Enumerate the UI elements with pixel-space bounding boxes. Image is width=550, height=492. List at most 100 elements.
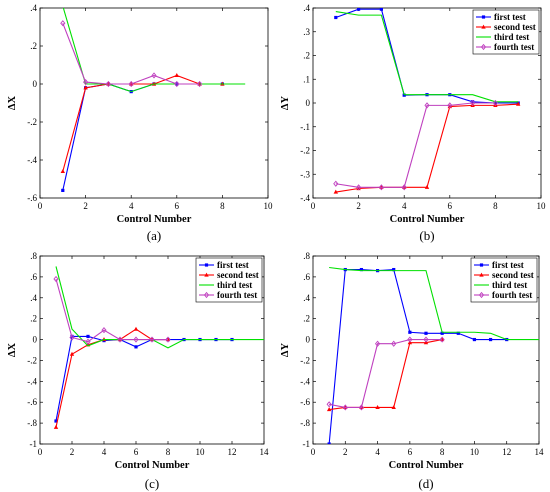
legend-label-second: second test [217, 270, 259, 280]
legend-label-third: third test [492, 280, 527, 290]
data-point [53, 275, 59, 283]
x-axis-label: Control Number [389, 460, 464, 471]
y-tick-label: -.2 [27, 117, 37, 127]
x-tick-label: 0 [311, 201, 316, 211]
x-tick-label: 4 [375, 447, 380, 457]
y-tick-label: -.8 [27, 418, 37, 428]
y-tick-label: .2 [30, 41, 37, 51]
data-point [342, 404, 348, 411]
y-tick-label: 0 [306, 335, 311, 345]
data-point [149, 336, 155, 343]
x-tick-label: 10 [537, 201, 547, 211]
data-point [375, 405, 380, 410]
data-point [456, 331, 460, 335]
data-point [424, 102, 430, 109]
x-tick-label: 14 [260, 447, 270, 457]
series-group [53, 266, 264, 429]
y-tick-label: 0 [33, 335, 38, 345]
series-line-third [335, 11, 519, 103]
data-point [60, 169, 65, 173]
y-tick-label: -.6 [27, 397, 37, 407]
series-line-second [62, 74, 223, 172]
y-tick-label: .4 [30, 3, 37, 13]
legend-label-third: third test [494, 32, 529, 42]
y-tick-label: -.4 [27, 155, 37, 165]
y-tick-label: .8 [303, 251, 310, 261]
data-point [105, 80, 111, 88]
data-point [516, 101, 521, 106]
series-line-third [55, 266, 264, 349]
data-point [151, 72, 157, 79]
y-tick-label: -.2 [300, 146, 310, 156]
data-point [439, 336, 445, 343]
y-tick-label: -.4 [300, 193, 310, 203]
data-point [479, 272, 484, 277]
y-tick-label: -1 [30, 439, 38, 449]
series-line-fourth [62, 23, 200, 85]
y-tick-label: -.4 [27, 376, 37, 386]
y-tick-label: -.6 [27, 193, 37, 203]
y-tick-label: .4 [303, 293, 310, 303]
legend-label-first: first test [494, 12, 526, 22]
y-axis-label: ΔY [280, 96, 291, 111]
x-tick-label: 4 [129, 201, 134, 211]
data-point [488, 337, 493, 342]
panel-caption: (b) [419, 228, 434, 243]
data-point [391, 340, 397, 347]
data-point [440, 331, 444, 335]
data-point [359, 267, 364, 272]
y-tick-label: .8 [30, 251, 37, 261]
y-tick-label: -.1 [300, 122, 310, 132]
data-point [83, 85, 88, 90]
x-tick-label: 8 [220, 201, 225, 211]
series-line-first [328, 269, 507, 444]
legend-label-fourth: fourth test [492, 290, 532, 300]
x-tick-label: 6 [134, 447, 139, 457]
data-point [53, 424, 59, 429]
data-point [392, 267, 396, 272]
data-point [134, 345, 138, 349]
x-tick-label: 2 [83, 201, 88, 211]
data-point [470, 99, 476, 107]
y-tick-label: .4 [30, 293, 37, 303]
legend-label-third: third test [217, 280, 252, 290]
legend-label-first: first test [217, 260, 249, 270]
y-tick-label: .3 [303, 27, 310, 37]
data-point [83, 78, 89, 86]
y-tick-label: .1 [303, 74, 310, 84]
data-point [378, 184, 384, 191]
x-tick-label: 0 [38, 447, 43, 457]
data-point [356, 184, 362, 191]
panel-caption: (c) [145, 476, 159, 491]
data-point [326, 407, 332, 412]
data-point [86, 334, 90, 339]
data-point [481, 15, 486, 19]
data-point [133, 326, 139, 331]
data-point [333, 189, 338, 194]
data-point [447, 104, 452, 109]
x-tick-label: 6 [448, 201, 453, 211]
chart-panel-1: 0 2 4 6 8 10 -.6 -.4 -.2 0 .2 .4 Control Number ΔX (a) [7, 3, 273, 243]
x-tick-label: 0 [38, 201, 43, 211]
data-point [492, 99, 498, 107]
series-line-fourth [55, 278, 168, 343]
series-line-fourth [329, 339, 443, 408]
data-point [101, 327, 107, 334]
x-axis-label: Control Number [390, 214, 465, 225]
legend-label-fourth: fourth test [494, 42, 534, 52]
x-tick-label: 4 [402, 201, 407, 211]
data-point [85, 338, 91, 345]
data-point [60, 20, 66, 27]
legend-label-second: second test [492, 270, 534, 280]
data-point [327, 442, 331, 444]
y-tick-label: -.2 [300, 355, 310, 365]
x-tick-label: 2 [70, 447, 75, 457]
data-point [424, 331, 428, 335]
x-tick-label: 6 [175, 201, 180, 211]
y-tick-label: -.6 [300, 397, 310, 407]
data-point [61, 188, 65, 192]
y-tick-label: -1 [303, 439, 311, 449]
